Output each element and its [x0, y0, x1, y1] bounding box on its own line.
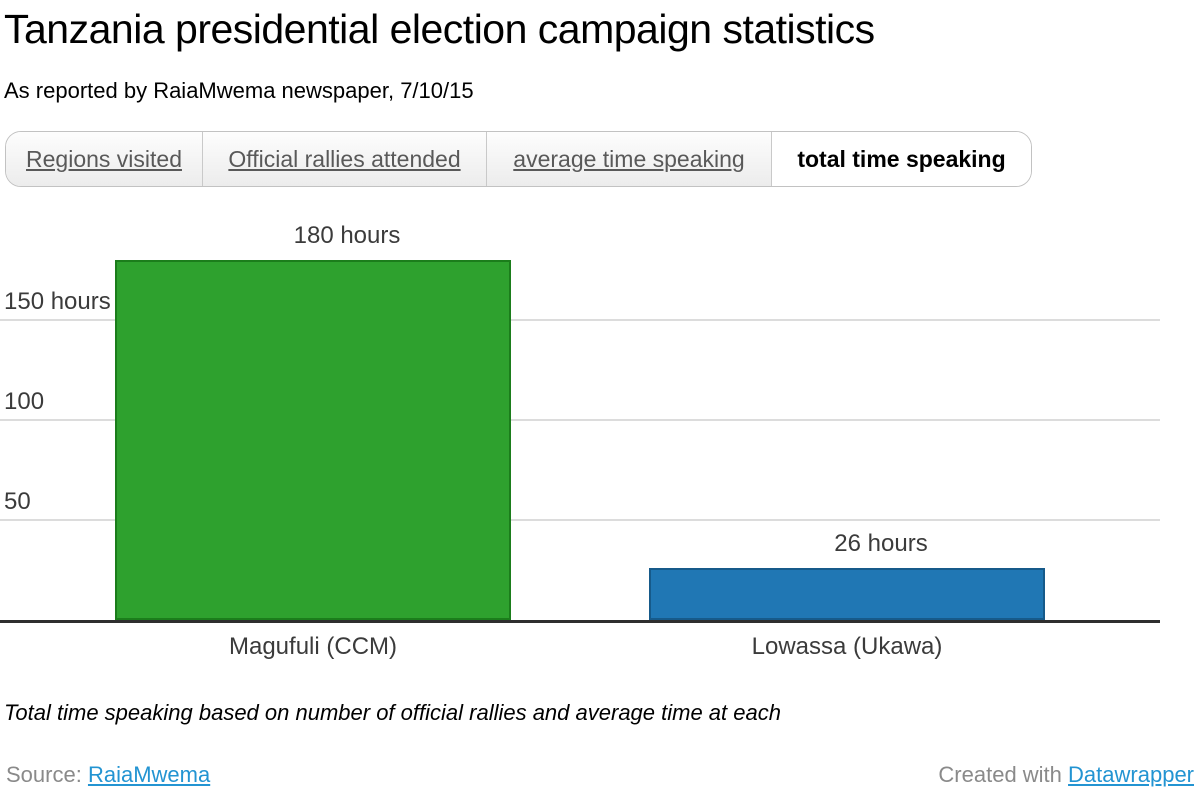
bar-magufuli-ccm [115, 260, 511, 620]
source-link[interactable]: RaiaMwema [87, 762, 211, 787]
x-axis-line [0, 620, 1160, 623]
page-subtitle: As reported by RaiaMwema newspaper, 7/10… [4, 78, 474, 103]
tab-official-rallies-attended[interactable]: Official rallies attended [202, 132, 486, 186]
y-tick-label-150: 150 hours [4, 288, 111, 315]
credit-line: Created with Datawrapper [938, 762, 1194, 788]
y-tick-label-100: 100 [4, 388, 45, 415]
chart-plot-area: 50 100 150 hours 180 hours 26 hours [0, 195, 1200, 623]
gridline-150 [0, 319, 1160, 321]
tab-total-time-speaking[interactable]: total time speaking [771, 132, 1031, 186]
chart-footnote: Total time speaking based on number of o… [4, 700, 781, 725]
credit-link[interactable]: Datawrapper [1068, 762, 1194, 787]
page-title: Tanzania presidential election campaign … [4, 6, 875, 52]
tab-regions-visited[interactable]: Regions visited [6, 132, 202, 186]
source-line: Source: RaiaMwema [6, 762, 210, 788]
credit-label: Created with [938, 762, 1062, 787]
x-axis-labels: Magufuli (CCM) Lowassa (Ukawa) [0, 633, 1200, 663]
y-tick-label-50: 50 [4, 488, 31, 515]
gridline-100 [0, 419, 1160, 421]
x-axis-label-magufuli-ccm: Magufuli (CCM) [228, 633, 398, 660]
bar-lowassa-ukawa [649, 568, 1045, 620]
gridline-50 [0, 519, 1160, 521]
chart-footer: Source: RaiaMwema Created with Datawrapp… [0, 762, 1200, 792]
source-label: Source: [6, 762, 82, 787]
value-label-lowassa-ukawa: 26 hours [834, 530, 928, 557]
x-axis-label-lowassa-ukawa: Lowassa (Ukawa) [751, 633, 943, 660]
tab-bar: Regions visited Official rallies attended… [5, 131, 1032, 187]
value-label-magufuli-ccm: 180 hours [293, 222, 401, 249]
tab-average-time-speaking[interactable]: average time speaking [486, 132, 771, 186]
